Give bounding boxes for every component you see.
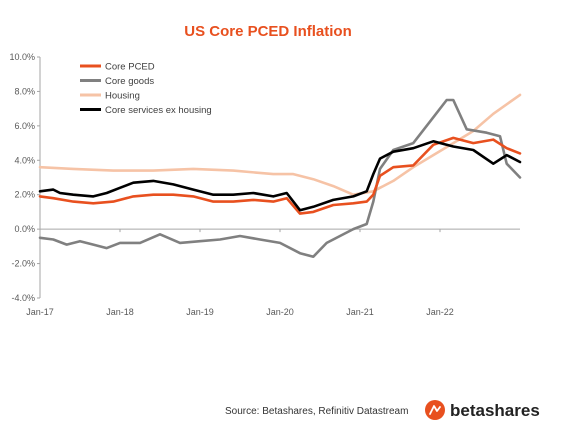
legend: Core PCED Core goods Housing Core services … [80,62,212,116]
series-line-core-pced [38,136,522,215]
x-tick-label: Jan-19 [186,307,214,317]
legend-label: Housing [105,91,140,102]
y-tick-label: 2.0% [14,190,35,200]
chart-title: US Core PCED Inflation [184,23,352,40]
legend-label: Core services ex housing [105,105,212,116]
x-tick-label: Jan-18 [106,307,134,317]
series-line-housing [38,93,522,196]
series-line-core-services-ex-housing [38,140,522,212]
brand-logo: betashares [425,400,540,420]
y-axis: -4.0% -2.0% 0.0% 2.0% 4.0% 6.0% 8.0% 10.0% [9,52,41,303]
y-tick-label: 6.0% [14,121,35,131]
source-text: Source: Betashares, Refinitiv Datastream [225,406,408,417]
x-tick-label: Jan-17 [26,307,54,317]
x-tick-label: Jan-20 [266,307,294,317]
x-tick-label: Jan-21 [346,307,374,317]
x-tick-label: Jan-22 [426,307,454,317]
series-lines [38,93,522,258]
legend-label: Core goods [105,76,154,87]
series-line-core-goods [38,98,522,258]
y-tick-label: 8.0% [14,86,35,96]
y-tick-label: -4.0% [11,293,35,303]
betashares-logo-icon [425,400,445,420]
x-axis: Jan-17 Jan-18 Jan-19 Jan-20 Jan-21 Jan-22 [26,228,520,317]
legend-label: Core PCED [105,62,155,73]
y-tick-label: 10.0% [9,52,35,62]
y-tick-label: 4.0% [14,155,35,165]
brand-name: betashares [450,401,540,420]
y-tick-label: 0.0% [14,224,35,234]
y-tick-label: -2.0% [11,259,35,269]
